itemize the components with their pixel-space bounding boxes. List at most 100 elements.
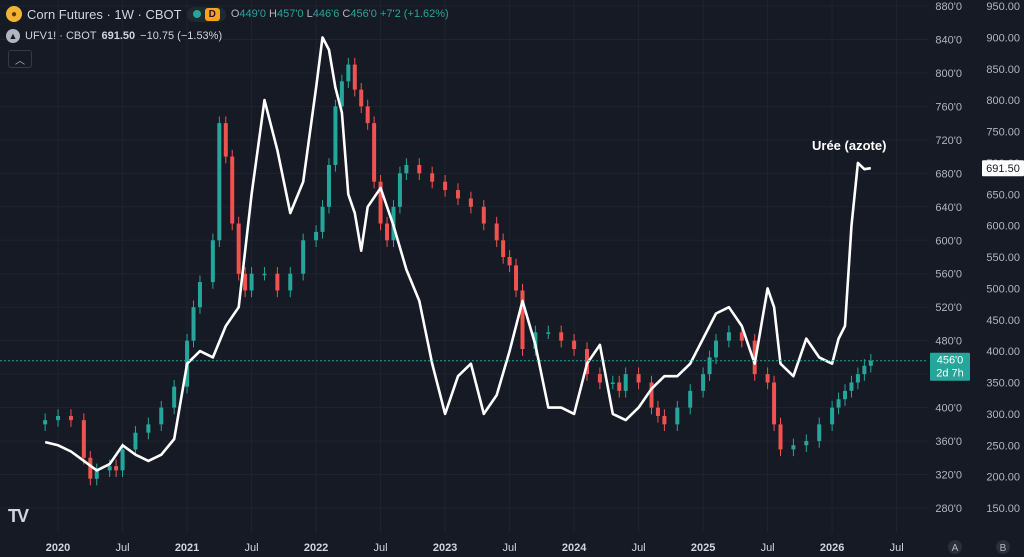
h-value: 457'0 <box>276 8 304 20</box>
o-value: 449'0 <box>239 8 266 20</box>
candle-body <box>397 173 402 207</box>
urea-price-badge-text: 691.50 <box>986 163 1020 175</box>
candle-body <box>855 374 860 383</box>
candle-body <box>43 420 48 425</box>
ufv-icon[interactable]: ▲ <box>6 29 20 43</box>
candle-body <box>868 360 873 366</box>
axis-footer-label: B <box>1000 543 1007 554</box>
x-axis-label: 2025 <box>691 542 715 554</box>
left-axis-label: 560'0 <box>935 269 962 281</box>
candle-body <box>314 231 319 241</box>
candle-body <box>649 382 654 408</box>
candle-body <box>701 374 706 391</box>
candle-body <box>114 466 119 471</box>
right-axis-label: 550.00 <box>986 252 1020 264</box>
left-axis-label: 360'0 <box>935 436 962 448</box>
candle-body <box>359 89 364 107</box>
candle-body <box>843 390 848 400</box>
candle-body <box>417 164 422 174</box>
change-value: +7'2 (+1.62%) <box>379 8 449 20</box>
right-axis-label: 300.00 <box>986 409 1020 421</box>
x-axis-label: 2022 <box>304 542 328 554</box>
candle-body <box>655 407 660 416</box>
candle-body <box>372 123 377 182</box>
candle-body <box>572 340 577 350</box>
overlay-change: −10.75 (−1.53%) <box>140 30 223 42</box>
right-axis-label: 600.00 <box>986 221 1020 233</box>
urea-line <box>44 36 872 472</box>
corn-price-badge-text: 456'0 <box>937 355 964 367</box>
candle-body <box>197 282 202 308</box>
left-axis: 880'0 840'0 800'0 760'0 720'0 680'0 640'0 600'0… <box>935 1 962 515</box>
corn-timer-badge-text: 2d 7h <box>936 368 964 380</box>
x-axis-label: 2021 <box>175 542 199 554</box>
left-axis-label: 480'0 <box>935 336 962 348</box>
axis-footer-button <box>948 540 962 554</box>
candle-body <box>262 273 267 276</box>
candle-body <box>249 273 254 291</box>
candle-body <box>804 441 809 446</box>
candle-body <box>791 445 796 450</box>
candle-body <box>172 386 177 408</box>
status-badge[interactable]: D <box>186 6 226 22</box>
x-axis-label: Jul <box>632 542 646 554</box>
candle-body <box>210 240 215 283</box>
candle-body <box>765 374 770 383</box>
x-axis: 2020 Jul 2021 Jul 2022 Jul 2023 Jul 2024 Jul 2025 J… <box>46 540 1010 554</box>
right-axis-label: 250.00 <box>986 440 1020 452</box>
right-axis: 950.00900.00850.00800.00750.00700.00650.… <box>986 1 1020 515</box>
corn-icon[interactable]: ● <box>6 6 22 22</box>
candle-body <box>688 390 693 408</box>
candle-body <box>191 307 196 341</box>
candle-body <box>236 223 241 274</box>
c-label: C <box>342 8 351 20</box>
left-axis-label: 760'0 <box>935 101 962 113</box>
x-axis-label: 2020 <box>46 542 70 554</box>
grid <box>0 0 928 533</box>
x-axis-label: 2024 <box>562 542 587 554</box>
candle-body <box>514 265 519 291</box>
candle-body <box>481 206 486 224</box>
candle-body <box>68 415 73 421</box>
candle-body <box>320 206 325 232</box>
right-axis-label: 450.00 <box>986 315 1020 327</box>
candle-body <box>146 424 151 433</box>
candle-body <box>94 470 99 479</box>
x-axis-label: Jul <box>761 542 775 554</box>
candle-body <box>230 156 235 224</box>
tradingview-logo[interactable]: TV <box>8 506 29 526</box>
right-axis-label: 400.00 <box>986 346 1020 358</box>
price-badges: 456'02d 7h 691.50 <box>930 160 1024 381</box>
candle-body <box>610 382 615 384</box>
candle-body <box>597 374 602 383</box>
candle-body <box>507 257 512 266</box>
candle-body <box>404 164 409 174</box>
right-axis-label: 500.00 <box>986 283 1020 295</box>
x-axis-label: Jul <box>890 542 904 554</box>
candle-body <box>107 466 112 471</box>
candle-body <box>636 374 641 383</box>
candle-body <box>385 223 390 241</box>
candle-body <box>288 273 293 291</box>
candle-body <box>352 64 357 90</box>
candle-body <box>849 382 854 391</box>
candle-body <box>623 374 628 391</box>
candle-body <box>455 190 460 199</box>
ohlc-values: O449'0 H457'0 L446'6 C456'0 +7'2 (+1.62%… <box>231 8 449 20</box>
candle-body <box>326 164 331 207</box>
left-axis-label: 880'0 <box>935 1 962 13</box>
candle-body <box>81 420 86 458</box>
x-axis-label: Jul <box>245 542 259 554</box>
candle-body <box>133 432 138 450</box>
right-axis-label: 150.00 <box>986 503 1020 515</box>
candle-body <box>159 407 164 425</box>
right-axis-label: 850.00 <box>986 64 1020 76</box>
o-label: O <box>230 8 240 20</box>
symbol-title[interactable]: Corn Futures · 1W · CBOT <box>27 6 182 22</box>
left-axis-label: 680'0 <box>935 168 962 180</box>
chevron-up-icon[interactable]: ︿ <box>8 50 32 68</box>
overlay-symbol[interactable]: UFV1! · CBOT <box>25 30 97 42</box>
urea-annotation: Urée (azote) <box>812 138 887 153</box>
